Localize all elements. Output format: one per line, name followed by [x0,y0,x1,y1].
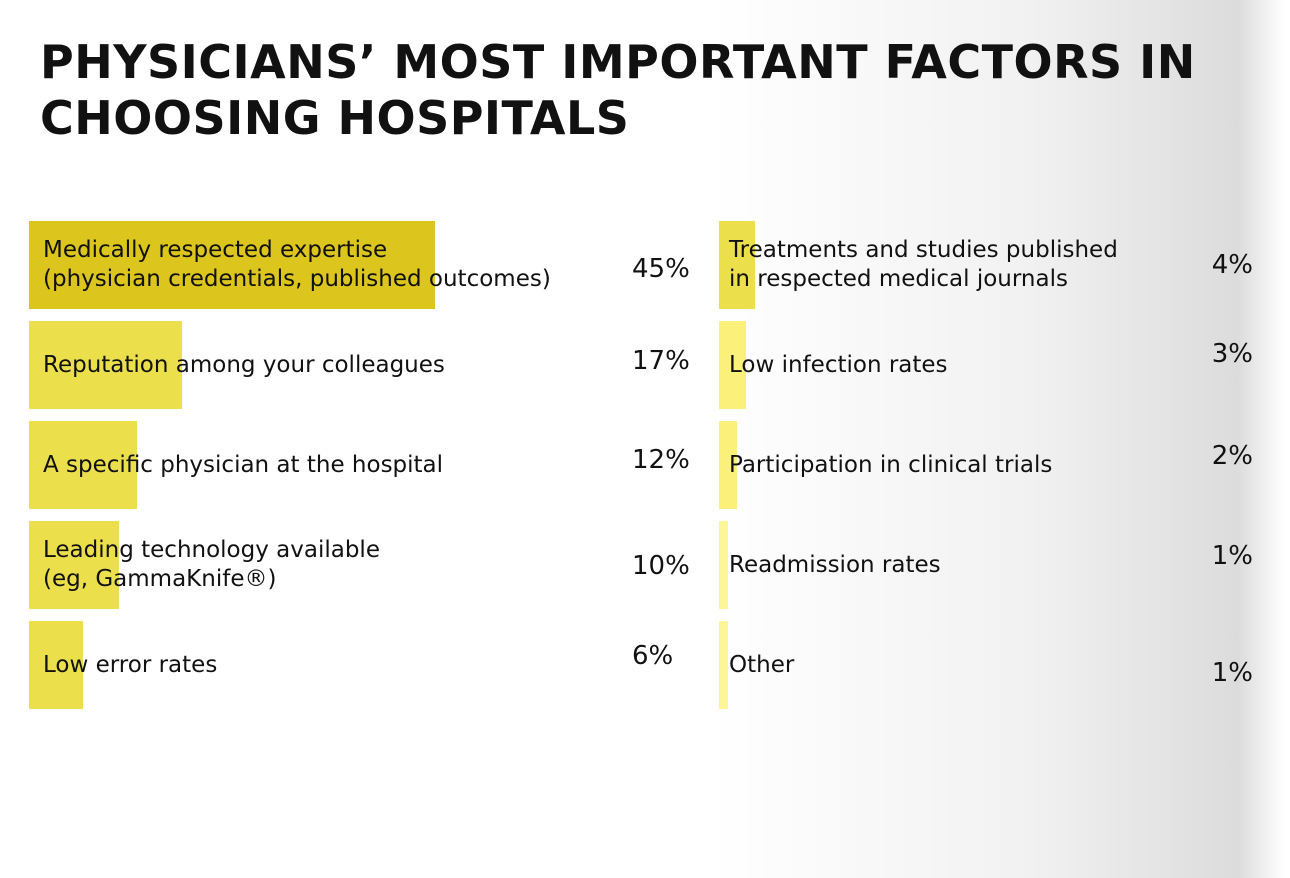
bar-row: Low infection rates 3% [719,321,1279,409]
category-label: Low error rates [43,651,218,678]
bar-row: Participation in clinical trials 2% [719,421,1279,509]
bar [29,521,120,609]
value-label: 17% [632,346,690,376]
bar [719,321,747,409]
category-label: Treatments and studies published in resp… [729,237,1118,292]
bar-row: Readmission rates 1% [719,521,1279,609]
category-label: Reputation among your colleagues [43,351,445,378]
value-label: 6% [632,641,674,671]
value-label: 1% [1211,658,1253,688]
bar-row: A specific physician at the hospital 12% [29,421,709,509]
bar-row: Medically respected expertise (physician… [29,221,709,309]
value-label: 10% [632,551,690,581]
bar [29,321,183,409]
category-label: Leading technology available (eg, GammaK… [43,537,380,592]
value-label: 2% [1211,441,1253,471]
bar-row: Reputation among your colleagues 17% [29,321,709,409]
bar [719,521,729,609]
chart-title: PHYSICIANS’ MOST IMPORTANT FACTORS IN CH… [40,35,1196,145]
bar-row: Other 1% [719,621,1279,709]
bar-row: Leading technology available (eg, GammaK… [29,521,709,609]
value-label: 1% [1211,541,1253,571]
category-label: Other [729,651,795,678]
bar-row: Low error rates 6% [29,621,709,709]
category-label: Low infection rates [729,351,948,378]
bar [719,621,729,709]
value-label: 4% [1211,250,1253,280]
value-label: 3% [1211,339,1253,369]
bar-row: Treatments and studies published in resp… [719,221,1279,309]
bar [29,421,138,509]
category-label: Medically respected expertise (physician… [43,237,551,292]
category-label: Readmission rates [729,551,941,578]
value-label: 45% [632,254,690,284]
category-label: A specific physician at the hospital [43,451,444,478]
bar [29,221,435,309]
bar [719,221,756,309]
category-label: Participation in clinical trials [729,451,1053,478]
value-label: 12% [632,445,690,475]
bar [29,621,84,709]
bar [719,421,738,509]
